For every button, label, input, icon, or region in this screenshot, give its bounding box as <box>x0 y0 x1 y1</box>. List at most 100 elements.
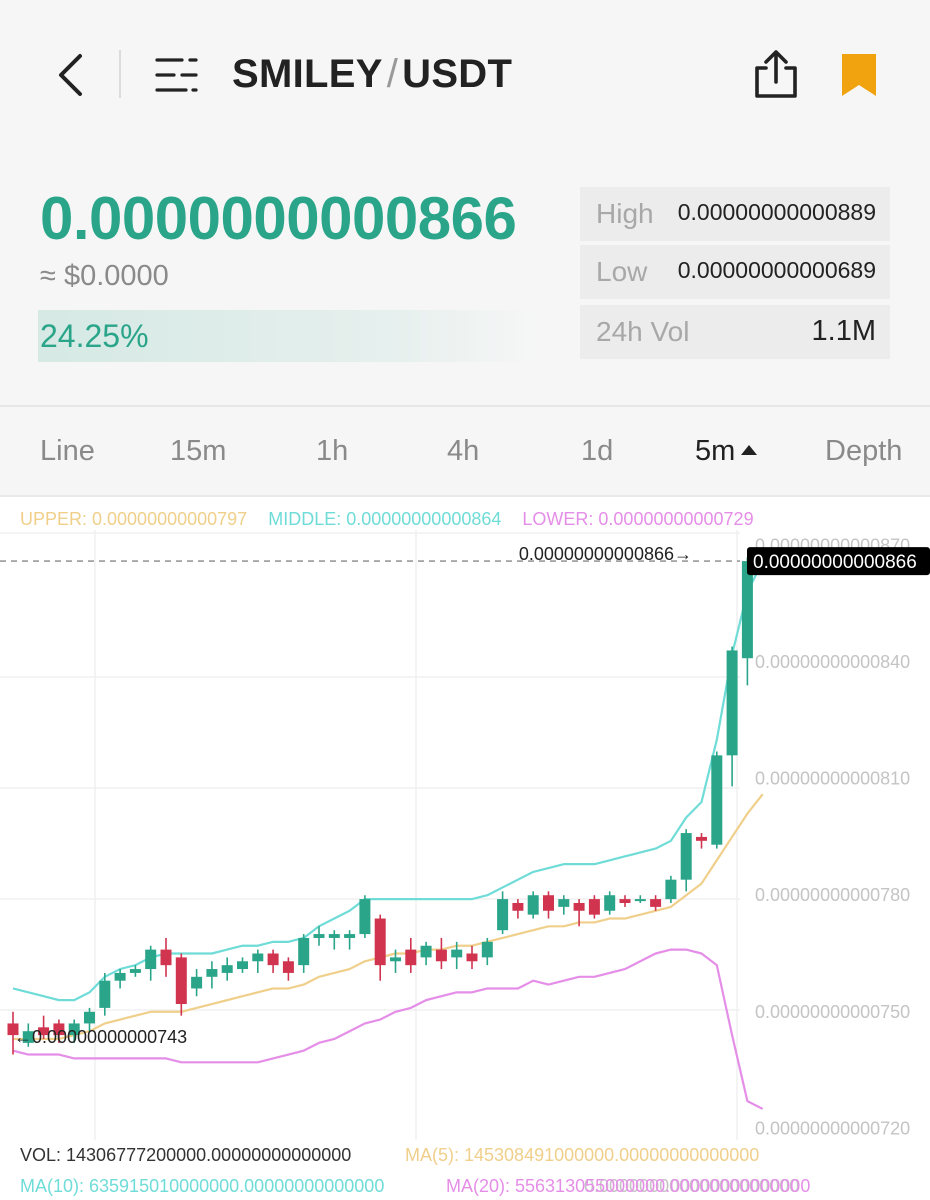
lower-band-line <box>12 948 764 1110</box>
candle-body <box>512 902 524 911</box>
change-percent: 24.25% <box>40 318 149 354</box>
bookmark-button[interactable] <box>838 52 882 100</box>
y-tick-label: 0.00000000000840 <box>755 652 910 672</box>
back-arrow-icon <box>59 54 82 96</box>
candlestick-chart[interactable]: 0.000000000008700.000000000008400.000000… <box>0 530 930 1140</box>
candle-body <box>435 949 447 962</box>
candle-body <box>543 895 554 911</box>
candle-body <box>175 957 187 1005</box>
candle-body <box>68 1023 80 1036</box>
candle-body <box>558 899 570 907</box>
candle-body <box>99 980 111 1008</box>
upper-band-line <box>12 560 764 1002</box>
candle-body <box>497 899 509 931</box>
high-marker-label: 0.00000000000866→ <box>519 544 692 564</box>
tab-5m-label: 5m <box>695 435 736 467</box>
candle-body <box>237 961 248 970</box>
candle-body <box>634 899 646 902</box>
stat-high-label: High <box>596 198 654 229</box>
header-divider <box>119 50 121 98</box>
candle-body <box>359 899 371 935</box>
indicator-vol: VOL: 14306777200000.00000000000000 <box>20 1145 352 1165</box>
candle-body <box>114 972 126 981</box>
candle-body <box>22 1031 34 1043</box>
back-button[interactable] <box>50 50 94 100</box>
candle-body <box>527 895 539 915</box>
candle-body <box>344 934 356 938</box>
candle-body <box>726 650 738 756</box>
candle-body <box>298 937 310 966</box>
candle-body <box>38 1027 50 1036</box>
share-icon <box>755 50 797 98</box>
candle-body <box>604 895 616 911</box>
candle-body <box>313 934 325 938</box>
tab-depth[interactable]: Depth <box>825 435 903 467</box>
stat-low-value: 0.00000000000689 <box>677 257 876 283</box>
indicator-ma20: MA(20): 556313055000000.00000000000000 <box>446 1176 811 1196</box>
candle-body <box>619 899 631 903</box>
pair-menu-button[interactable] <box>152 52 202 98</box>
interval-tabs: Line 15m 1h 4h 1d 5m Depth <box>0 405 930 497</box>
candle-body <box>680 833 692 880</box>
legend-lower: LOWER: 0.00000000000729 <box>522 509 754 529</box>
stat-low-label: Low <box>596 256 648 287</box>
bollinger-legend: UPPER: 0.00000000000797 MIDDLE: 0.000000… <box>20 509 770 530</box>
indicator-ma5: MA(5): 145308491000000.00000000000000 <box>405 1145 760 1165</box>
legend-middle: MIDDLE: 0.00000000000864 <box>268 509 502 529</box>
indicator-ma10: MA(10): 635915010000000.00000000000000 <box>20 1176 385 1196</box>
candle-body <box>206 969 218 977</box>
candle-body <box>451 949 463 958</box>
caret-up-icon <box>741 445 758 455</box>
current-price-tag-label: 0.00000000000866 <box>753 552 917 573</box>
candle-body <box>650 899 662 907</box>
candle-body <box>573 902 585 911</box>
candle-body <box>145 949 157 970</box>
candle-body <box>221 965 233 973</box>
candle-body <box>711 755 723 845</box>
candle-body <box>696 836 707 841</box>
stat-high-value: 0.00000000000889 <box>677 199 876 225</box>
menu-list-icon <box>155 58 198 92</box>
candle-body <box>129 969 141 973</box>
candle-body <box>741 561 753 659</box>
candle-body <box>665 879 677 900</box>
y-tick-label: 0.00000000000720 <box>755 1118 910 1138</box>
app-header: SMILEY / USDT <box>0 0 930 150</box>
tab-15m[interactable]: 15m <box>170 435 227 467</box>
y-tick-label: 0.00000000000810 <box>755 769 910 789</box>
pair-quote: USDT <box>402 52 513 96</box>
candle-body <box>374 918 386 966</box>
candle-body <box>267 953 279 966</box>
stat-low: Low 0.00000000000689 <box>580 245 890 299</box>
candle-body <box>420 945 432 958</box>
tab-1h[interactable]: 1h <box>316 435 349 467</box>
candle-body <box>328 934 340 938</box>
low-marker-label: ←0.00000000000743 <box>14 1027 187 1047</box>
tab-4h[interactable]: 4h <box>447 435 480 467</box>
indicator-ghost: 0.00000000000000000000 <box>584 1176 800 1196</box>
tab-5m[interactable]: 5m <box>695 435 758 468</box>
candle-body <box>282 961 294 973</box>
candle-body <box>84 1011 95 1024</box>
pair-separator: / <box>386 52 399 96</box>
candle-body <box>160 949 172 966</box>
change-bar <box>38 310 538 362</box>
last-price: 0.0000000000866 <box>40 185 517 252</box>
stat-high: High 0.00000000000889 <box>580 187 890 241</box>
candle-body <box>405 949 417 966</box>
stat-volume-label: 24h Vol <box>596 316 690 347</box>
share-button[interactable] <box>750 48 802 102</box>
legend-upper: UPPER: 0.00000000000797 <box>20 509 248 529</box>
candle-body <box>390 957 401 962</box>
middle-band-line <box>13 793 764 1041</box>
candle-body <box>252 953 264 962</box>
bookmark-icon <box>842 54 876 96</box>
tab-1d[interactable]: 1d <box>581 435 614 467</box>
candle-body <box>466 953 478 962</box>
tab-line[interactable]: Line <box>40 435 95 467</box>
candle-body <box>191 976 203 989</box>
current-price-tag <box>747 547 930 576</box>
usd-value: ≈ $0.0000 <box>40 260 169 292</box>
candle-body <box>7 1023 19 1036</box>
pair-title: SMILEY / USDT <box>232 52 512 97</box>
